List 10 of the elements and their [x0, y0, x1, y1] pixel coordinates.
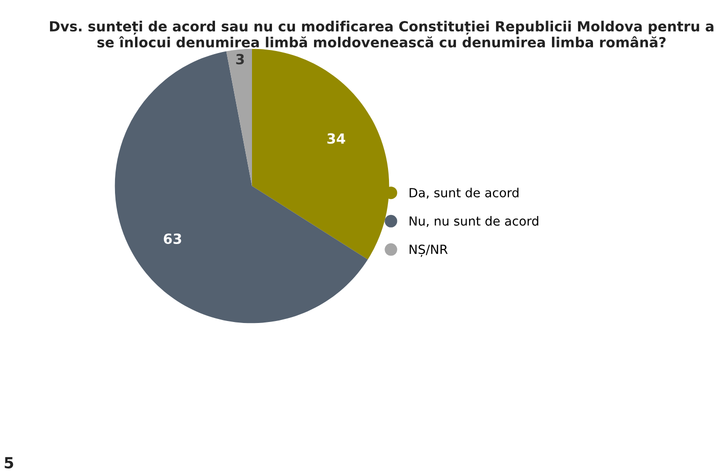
chart-title: Dvs. sunteți de acord sau nu cu modificarea Constituției Republicii Moldova pentru a se înlocui denumirea limbă moldovenească cu denumirea limba română?	[50, 20, 714, 48]
text: 5	[4, 457, 14, 468]
pie-slice	[226, 48, 252, 186]
data-label: 63	[164, 233, 182, 244]
data-label: 3	[236, 54, 244, 64]
data-label: 34	[327, 133, 346, 144]
legend-label: NȘ/NR	[410, 244, 448, 257]
legend-label: Da, sunt de acord	[410, 188, 518, 199]
legend-label: Nu, nu sunt de acord	[410, 216, 538, 228]
pie-slice	[114, 51, 368, 324]
